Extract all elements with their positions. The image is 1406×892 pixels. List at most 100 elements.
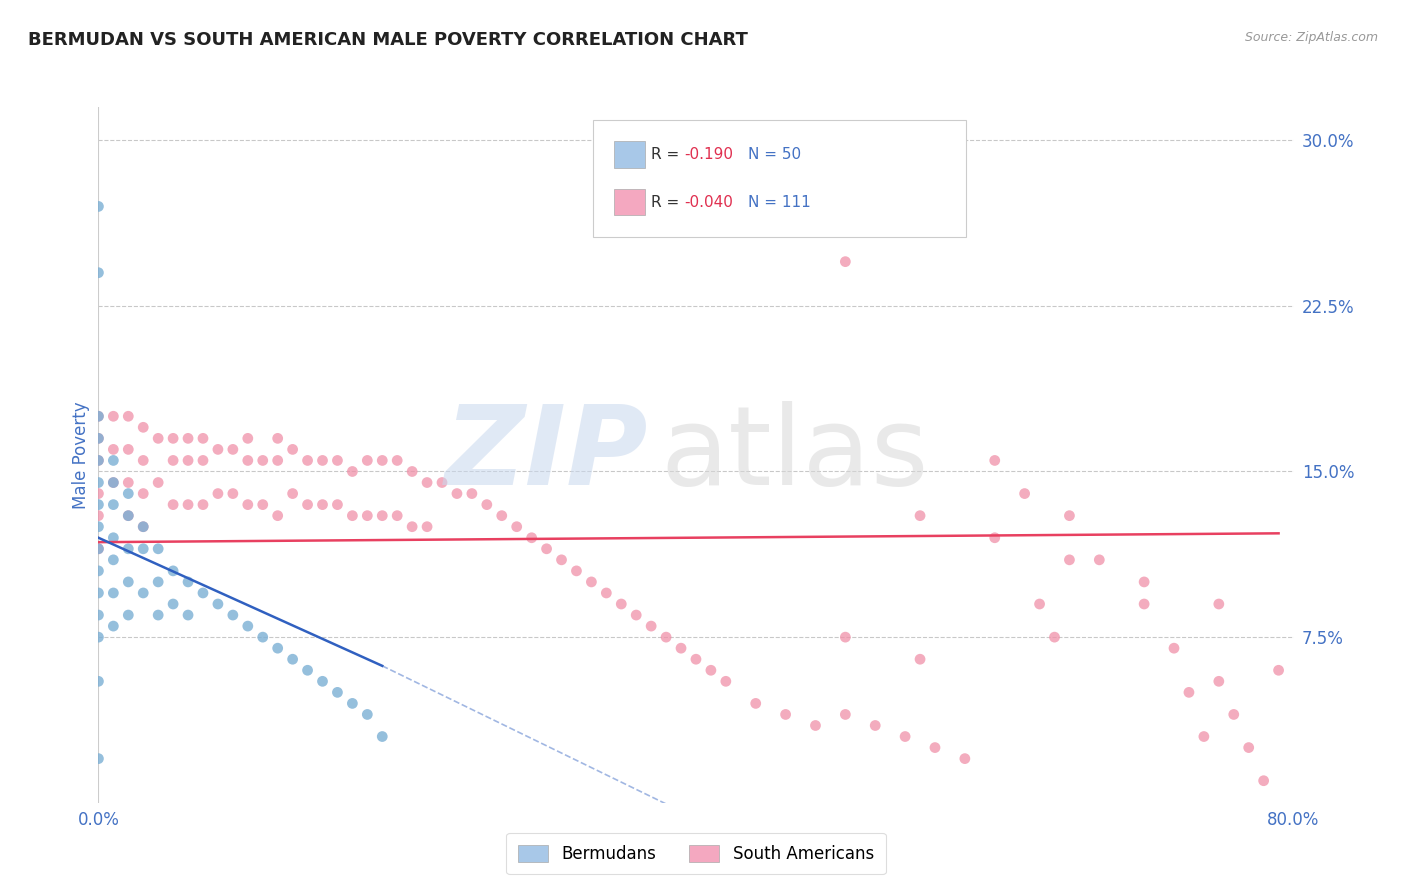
Point [1208,597,1230,611]
Point [1059,553,1081,567]
Point [177,574,200,589]
Point [222,608,245,623]
Point [87,508,110,523]
Point [685,652,707,666]
Point [491,508,513,523]
Point [103,453,125,467]
Point [87,475,110,490]
Point [416,519,439,533]
Point [267,641,290,656]
Point [132,453,155,467]
Text: ZIP: ZIP [444,401,648,508]
Point [983,531,1005,545]
Point [1133,597,1156,611]
Point [908,508,931,523]
Point [326,685,349,699]
Point [191,586,214,600]
Point [610,597,633,611]
Point [103,553,125,567]
Point [87,541,110,556]
Point [177,453,200,467]
Point [132,541,155,556]
Point [177,608,200,623]
Point [267,431,290,445]
Point [117,574,139,589]
Point [117,442,139,457]
Point [1267,663,1289,677]
Point [983,453,1005,467]
Point [87,519,110,533]
Point [281,442,304,457]
Point [297,498,319,512]
Point [191,498,214,512]
Point [236,453,259,467]
Point [236,619,259,633]
Point [342,465,364,479]
Point [536,541,558,556]
Point [1253,773,1275,788]
Legend: Bermudans, South Americans: Bermudans, South Americans [506,833,886,874]
Point [117,409,139,424]
Point [162,597,184,611]
Point [385,453,409,467]
Point [162,498,184,512]
Point [595,586,617,600]
Point [908,652,931,666]
Point [311,674,333,689]
Point [148,475,170,490]
Point [103,498,125,512]
Point [371,730,394,744]
Point [655,630,678,644]
Point [252,498,274,512]
Point [117,475,139,490]
Text: atlas: atlas [661,401,928,508]
Point [191,453,214,467]
Point [326,498,349,512]
Point [1059,508,1081,523]
Point [117,508,139,523]
Point [834,630,856,644]
Point [103,442,125,457]
Point [103,531,125,545]
Text: -0.190: -0.190 [685,147,734,162]
Point [311,453,333,467]
Point [371,453,394,467]
Point [87,266,110,280]
Point [1133,574,1156,589]
Point [401,519,423,533]
Text: R =: R = [651,147,685,162]
Point [520,531,543,545]
Point [162,431,184,445]
Point [1208,674,1230,689]
Point [177,431,200,445]
Text: Source: ZipAtlas.com: Source: ZipAtlas.com [1244,31,1378,45]
Point [924,740,946,755]
Point [297,663,319,677]
Point [87,431,110,445]
Point [222,442,245,457]
Point [87,431,110,445]
Point [894,730,917,744]
Point [117,541,139,556]
Point [132,486,155,500]
Point [550,553,572,567]
Point [834,707,856,722]
Point [117,486,139,500]
Point [87,674,110,689]
Point [624,608,647,623]
Point [87,409,110,424]
Point [117,508,139,523]
Text: R =: R = [651,194,685,210]
Text: BERMUDAN VS SOUTH AMERICAN MALE POVERTY CORRELATION CHART: BERMUDAN VS SOUTH AMERICAN MALE POVERTY … [28,31,748,49]
Point [430,475,453,490]
Point [416,475,439,490]
Y-axis label: Male Poverty: Male Poverty [72,401,90,508]
Text: N = 111: N = 111 [748,194,811,210]
Point [475,498,498,512]
Point [714,674,737,689]
Point [342,508,364,523]
Point [1043,630,1066,644]
Point [103,619,125,633]
Point [326,453,349,467]
Point [87,453,110,467]
